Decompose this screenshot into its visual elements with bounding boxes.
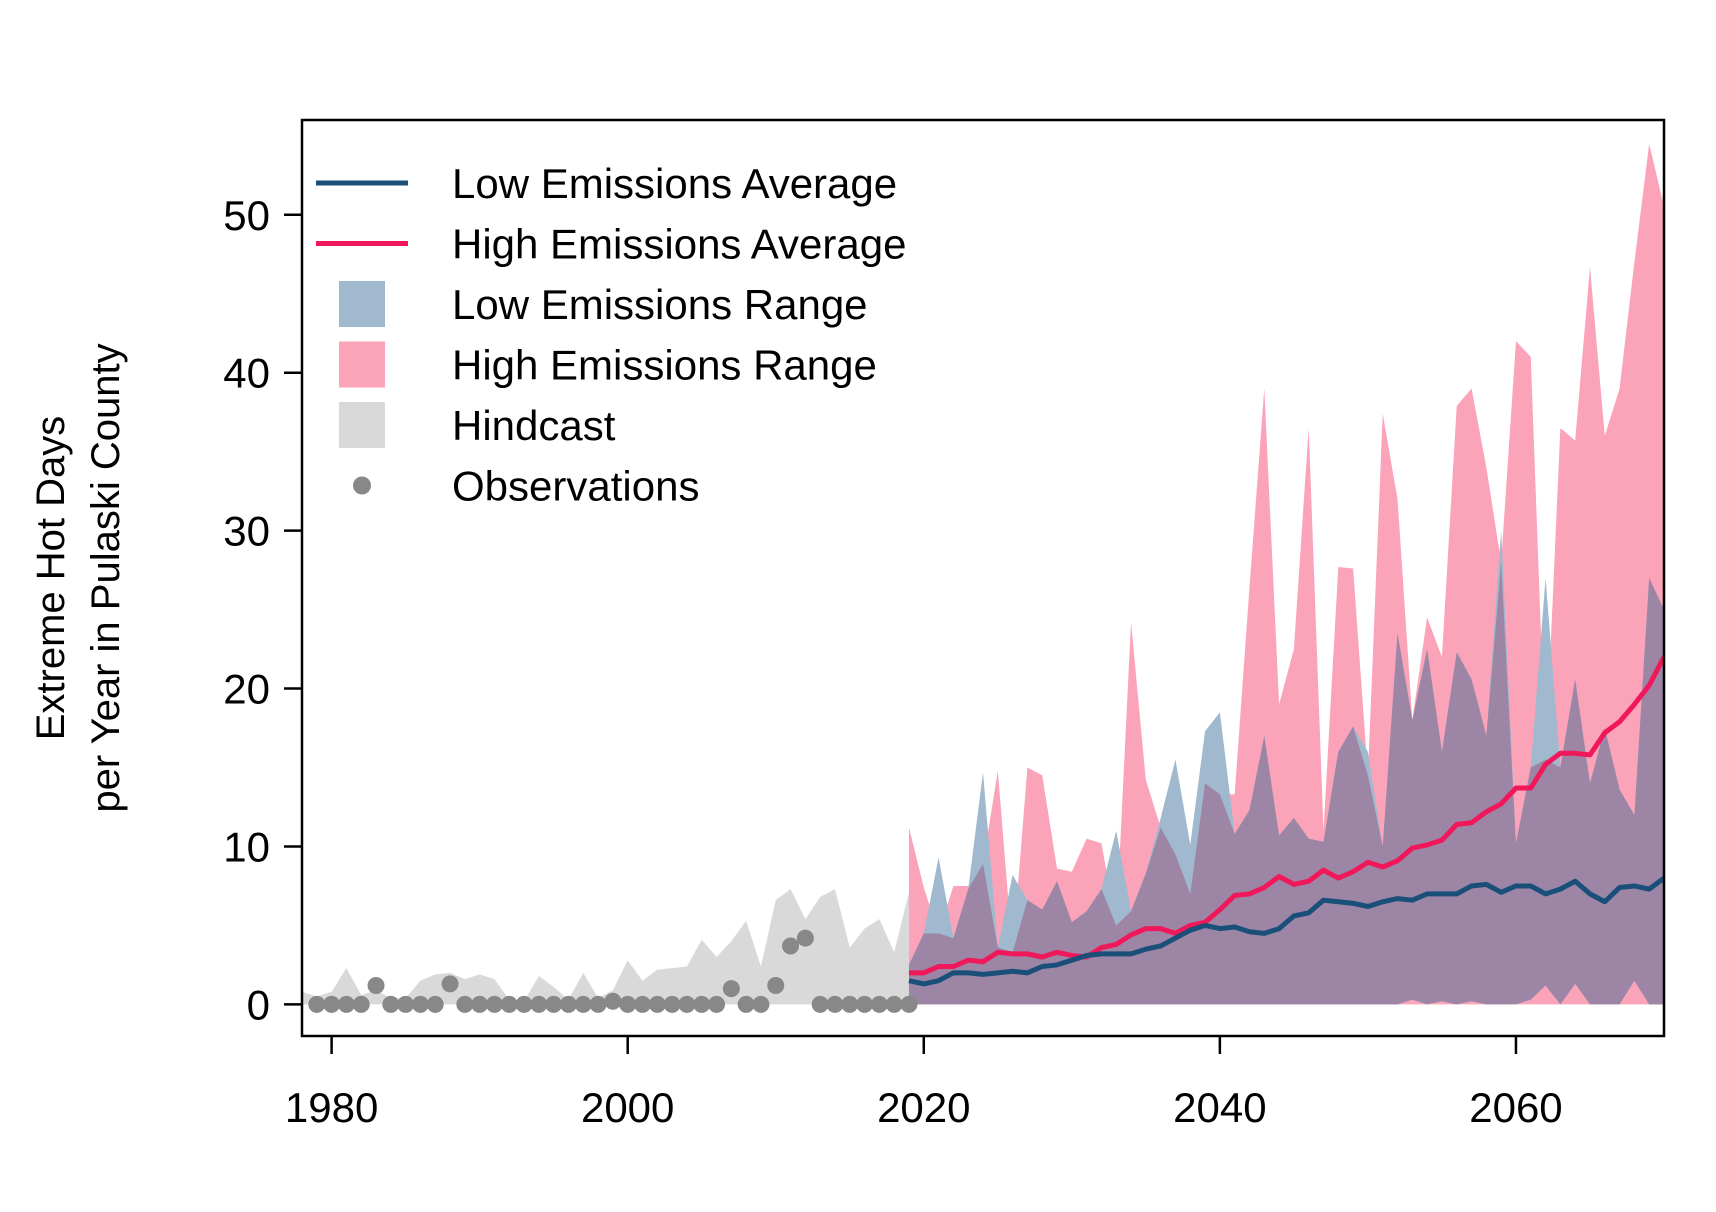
legend-key-high-emissions-range bbox=[339, 341, 385, 388]
legend-label-observations: Observations bbox=[452, 463, 699, 510]
observation-point bbox=[870, 995, 888, 1013]
observation-point bbox=[485, 995, 503, 1013]
legend-label-high-emissions-range: High Emissions Range bbox=[452, 342, 877, 389]
observation-point bbox=[323, 995, 341, 1013]
observation-point bbox=[826, 995, 844, 1013]
observation-point bbox=[441, 975, 459, 993]
observation-point bbox=[426, 995, 444, 1013]
observation-point bbox=[722, 980, 740, 998]
observation-point bbox=[856, 995, 874, 1013]
y-tick-label: 50 bbox=[223, 192, 270, 239]
legend-key-observations bbox=[353, 476, 371, 495]
x-tick-label: 2000 bbox=[581, 1084, 674, 1131]
observation-point bbox=[411, 995, 429, 1013]
legend-label-high-emissions-average: High Emissions Average bbox=[452, 221, 906, 268]
observation-point bbox=[811, 995, 829, 1013]
observation-point bbox=[352, 995, 370, 1013]
range-overlap-band bbox=[908, 562, 1664, 1005]
observation-point bbox=[308, 995, 326, 1013]
observation-point bbox=[456, 995, 474, 1013]
y-tick-label: 40 bbox=[223, 350, 270, 397]
y-tick-label: 20 bbox=[223, 666, 270, 713]
observation-point bbox=[382, 995, 400, 1013]
legend-label-low-emissions-average: Low Emissions Average bbox=[452, 160, 897, 207]
y-axis-title-line: per Year in Pulaski County bbox=[84, 343, 128, 812]
observation-point bbox=[634, 995, 651, 1013]
y-tick-label: 0 bbox=[247, 981, 270, 1028]
observation-point bbox=[515, 995, 533, 1013]
observation-point bbox=[648, 995, 666, 1013]
legend: Low Emissions Average High Emissions Aver… bbox=[316, 160, 906, 510]
observation-point bbox=[500, 995, 518, 1013]
observation-point bbox=[337, 995, 355, 1013]
plot-frame bbox=[300, 118, 1666, 1038]
observation-point bbox=[589, 995, 607, 1013]
observation-point bbox=[619, 995, 637, 1013]
observation-point bbox=[796, 929, 814, 947]
observation-point bbox=[737, 995, 755, 1013]
axes: 1980 2000 2020 2040 2060 0 10 20 30 40 50 bbox=[223, 192, 1562, 1131]
observation-point bbox=[767, 976, 785, 994]
low-emissions-average-line bbox=[908, 876, 1664, 987]
observation-point bbox=[708, 995, 726, 1013]
observation-point bbox=[471, 995, 489, 1013]
x-tick-label: 2020 bbox=[877, 1084, 970, 1131]
observation-point bbox=[574, 995, 592, 1013]
legend-key-hindcast bbox=[339, 402, 385, 448]
observation-point bbox=[841, 995, 859, 1013]
y-axis-title-line: Extreme Hot Days bbox=[29, 416, 73, 741]
y-tick-label: 10 bbox=[223, 823, 270, 870]
x-tick-label: 2040 bbox=[1173, 1084, 1266, 1131]
legend-key-low-emissions-range bbox=[339, 281, 385, 327]
observation-point bbox=[397, 995, 415, 1013]
x-tick-label: 2060 bbox=[1469, 1084, 1562, 1131]
observation-point bbox=[530, 995, 548, 1013]
plot-area bbox=[302, 143, 1664, 1013]
y-axis-title: Extreme Hot Days per Year in Pulaski Coun… bbox=[29, 343, 128, 812]
observation-point bbox=[559, 995, 577, 1013]
legend-label-low-emissions-range: Low Emissions Range bbox=[452, 281, 868, 328]
observation-point bbox=[900, 995, 918, 1013]
high-emissions-average-line bbox=[908, 655, 1664, 976]
legend-label-hindcast: Hindcast bbox=[452, 402, 616, 449]
observation-point bbox=[693, 995, 711, 1013]
observation-point bbox=[604, 992, 622, 1010]
observation-point bbox=[885, 995, 903, 1013]
observation-point bbox=[678, 995, 696, 1013]
hindcast-band bbox=[302, 889, 909, 1005]
observation-point bbox=[752, 995, 770, 1013]
observation-point bbox=[367, 976, 385, 994]
y-tick-label: 30 bbox=[223, 508, 270, 555]
observation-point bbox=[663, 995, 681, 1013]
observation-point bbox=[545, 995, 563, 1013]
observation-point bbox=[782, 937, 800, 955]
x-tick-label: 1980 bbox=[285, 1084, 378, 1131]
